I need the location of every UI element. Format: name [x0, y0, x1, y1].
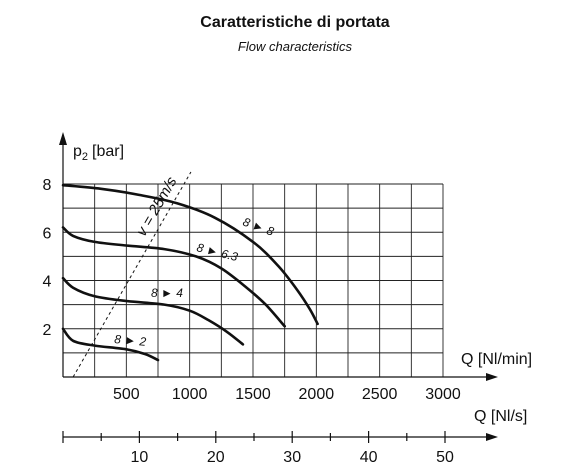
secondary-axis: 10 20 30 40 50	[62, 431, 498, 466]
curves: 8 ► 88 ► 6.3 8 ► 4 8 ► 2	[61, 183, 319, 362]
y-tick-label: 8	[43, 177, 52, 194]
curve-label: 8 ► 8	[241, 215, 276, 239]
y-axis-label: p2 [bar]	[73, 143, 124, 163]
y-tick-label: 6	[43, 225, 52, 242]
grid	[63, 183, 444, 377]
y-axis-label-unit: [bar]	[92, 143, 124, 160]
x2-axis-arrow	[486, 433, 498, 441]
curve-label: 8 ► 2	[114, 332, 147, 349]
curve-line	[61, 226, 286, 328]
x2-tick-label: 30	[283, 449, 301, 466]
curve-line	[61, 327, 160, 362]
chart-subtitle: Flow characteristics	[238, 39, 353, 54]
x2-tick-label: 40	[360, 449, 378, 466]
x-tick-label: 2500	[362, 386, 398, 403]
x-tick-label: 500	[113, 386, 140, 403]
y-axis-label-sub: 2	[82, 151, 88, 163]
y-tick-label: 2	[43, 322, 52, 339]
x-tick-label: 2000	[299, 386, 335, 403]
curve-label: 8 ► 6.3	[195, 240, 239, 264]
y-tick-label: 4	[43, 274, 52, 291]
x-axis-arrow	[486, 373, 498, 381]
x2-tick-label: 10	[131, 449, 149, 466]
x-tick-label: 1000	[172, 386, 208, 403]
y-axis-label-base: p	[73, 143, 82, 160]
axes	[59, 132, 498, 381]
y-axis-arrow	[59, 132, 67, 145]
x-tick-label: 1500	[235, 386, 271, 403]
x2-axis-label: Q [Nl/s]	[474, 408, 527, 425]
x2-tick-label: 50	[436, 449, 454, 466]
velocity-line-label: v = 25m/s	[133, 174, 181, 240]
curve-line	[61, 183, 319, 326]
x-axis-label: Q [Nl/min]	[461, 351, 532, 368]
x-tick-label: 3000	[425, 386, 461, 403]
x2-tick-label: 20	[207, 449, 225, 466]
tick-labels: 2 4 6 8 500 1000 1500 2000 2500 3000	[43, 177, 461, 403]
curve-line	[61, 276, 245, 346]
chart-title: Caratteristiche di portata	[200, 14, 389, 31]
curve-label: 8 ► 4	[151, 286, 183, 300]
